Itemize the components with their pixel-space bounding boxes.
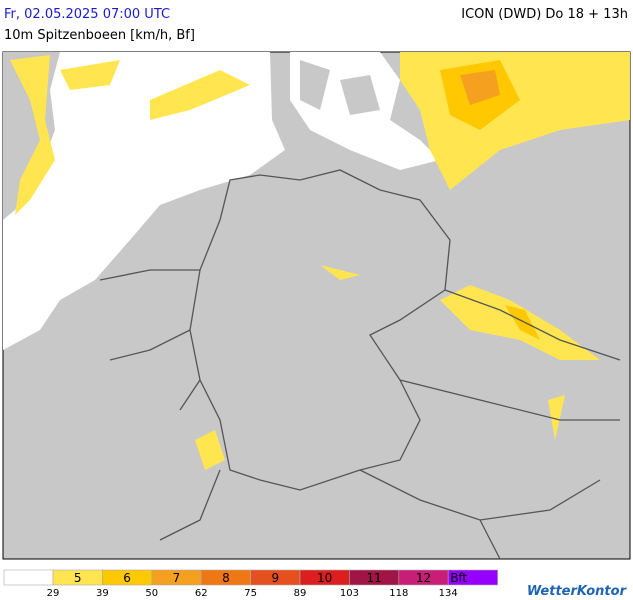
legend-class-label: 12 xyxy=(416,571,431,585)
legend-class-label: 5 xyxy=(74,571,82,585)
legend-boundary: 118 xyxy=(389,588,408,599)
legend-class-label: 8 xyxy=(222,571,230,585)
brand-logo: WetterKontor xyxy=(527,584,628,599)
legend-class-label: 11 xyxy=(366,571,381,585)
legend-boundary: 39 xyxy=(96,588,109,599)
legend-boundary: 29 xyxy=(47,588,60,599)
legend-boundary: 134 xyxy=(439,588,458,599)
legend-class-label: Bft xyxy=(450,571,467,585)
legend-class-label: 7 xyxy=(173,571,181,585)
map xyxy=(2,51,631,560)
legend-boundary: 75 xyxy=(244,588,257,599)
legend-boundary: 50 xyxy=(145,588,158,599)
legend-class-label: 9 xyxy=(271,571,279,585)
legend-boundary: 103 xyxy=(340,588,359,599)
parameter-label: 10m Spitzenboeen [km/h, Bf] xyxy=(4,28,195,43)
legend-swatch xyxy=(447,569,498,586)
model-label: ICON (DWD) Do 18 + 13h xyxy=(461,7,628,22)
date-label: Fr, 02.05.2025 07:00 UTC xyxy=(4,7,170,22)
legend-boundary: 62 xyxy=(195,588,208,599)
legend-boundary: 89 xyxy=(294,588,307,599)
legend-class-label: 6 xyxy=(123,571,131,585)
legend-blank xyxy=(3,569,54,586)
legend-class-label: 10 xyxy=(317,571,332,585)
